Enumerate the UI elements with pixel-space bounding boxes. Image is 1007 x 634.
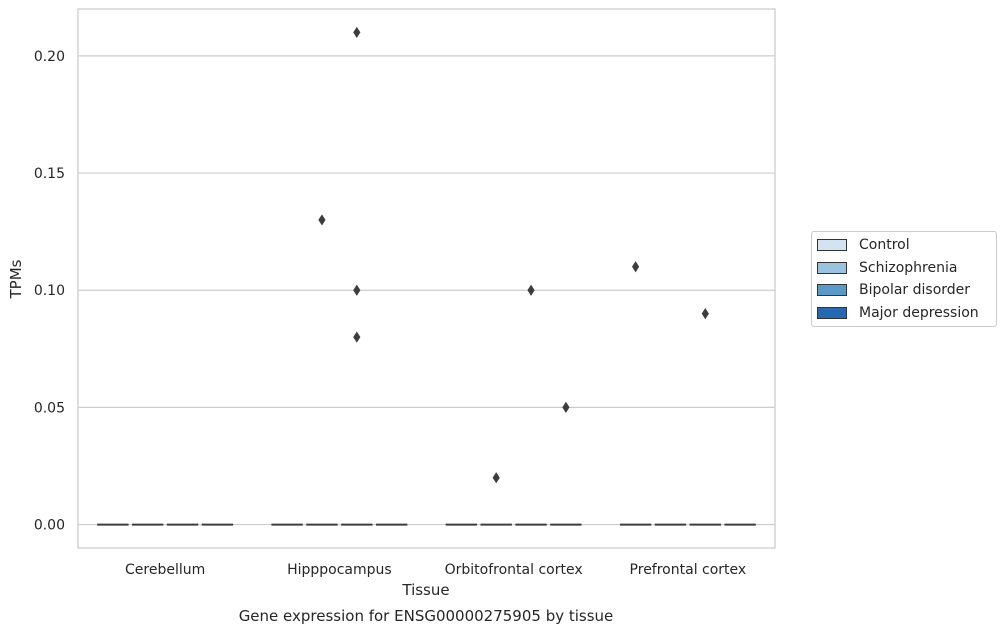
- legend-swatch: [817, 262, 847, 274]
- x-axis-label: Tissue: [401, 581, 449, 599]
- legend-swatch: [817, 284, 847, 296]
- legend-label: Control: [859, 237, 910, 253]
- legend-label: Bipolar disorder: [859, 282, 971, 298]
- y-tick-label: 0.00: [34, 518, 65, 534]
- legend-label: Major depression: [859, 305, 979, 321]
- legend-item-schizophrenia: Schizophrenia: [817, 258, 957, 278]
- outlier-point: [353, 284, 361, 296]
- y-tick-label: 0.20: [34, 49, 65, 65]
- x-tick-label: Hipppocampus: [287, 562, 392, 578]
- x-tick-label: Cerebellum: [125, 562, 205, 578]
- outlier-point: [353, 26, 361, 39]
- plot-frame: [77, 8, 776, 549]
- x-tick-labels: Cerebellum Hipppocampus Orbitofrontal cort…: [125, 562, 746, 578]
- outlier-points: [318, 26, 709, 484]
- y-tick-labels: 0.00 0.05 0.10 0.15 0.20: [34, 49, 65, 534]
- outlier-point: [562, 401, 570, 413]
- x-tick-label: Orbitofrontal cortex: [445, 562, 583, 578]
- outlier-point: [353, 331, 361, 343]
- legend-label: Schizophrenia: [859, 260, 958, 276]
- outlier-point: [701, 308, 709, 320]
- y-axis-label: TPMs: [7, 259, 25, 299]
- outlier-point: [527, 284, 535, 296]
- y-tick-label: 0.05: [34, 400, 65, 416]
- grid-lines: [78, 55, 775, 526]
- legend-swatch: [817, 239, 847, 251]
- outlier-point: [632, 261, 640, 273]
- legend-item-bipolar-disorder: Bipolar disorder: [817, 280, 970, 300]
- legend: Control Schizophrenia Bipolar disorder M…: [811, 231, 997, 327]
- legend-item-major-depression: Major depression: [817, 303, 979, 323]
- outlier-point: [318, 214, 326, 226]
- x-tick-label: Prefrontal cortex: [630, 562, 747, 578]
- y-tick-label: 0.10: [34, 283, 65, 299]
- legend-swatch: [817, 307, 847, 319]
- legend-item-control: Control: [817, 235, 910, 255]
- outlier-point: [492, 472, 500, 484]
- y-tick-label: 0.15: [34, 166, 65, 182]
- chart-caption: Gene expression for ENSG00000275905 by t…: [239, 607, 614, 625]
